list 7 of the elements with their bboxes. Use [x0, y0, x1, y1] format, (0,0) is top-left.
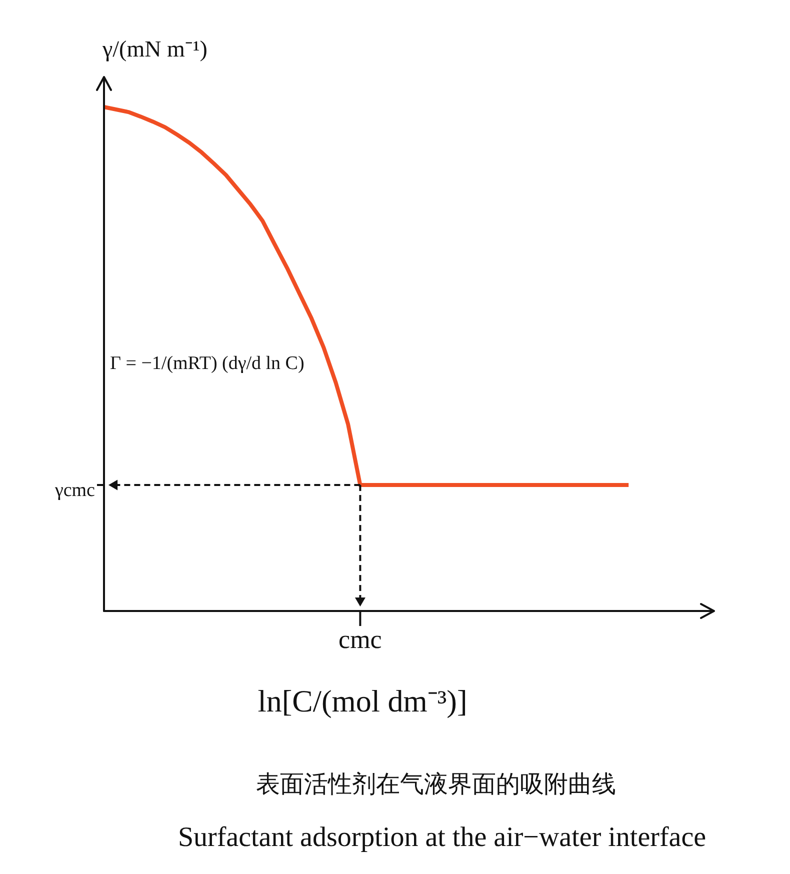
annotation: Γ = −1/(mRT) (dγ/d ln C) — [110, 353, 304, 374]
text: 表面活性剂在气液界面的吸附曲线 — [256, 771, 616, 798]
y-axis-title: γ/(mN m⁻¹) — [102, 36, 208, 62]
text: Surfactant adsorption at the air−water interface — [178, 822, 706, 853]
text: cmc — [338, 625, 382, 654]
x-axis-title: ln[C/(mol dm⁻³)] — [258, 684, 468, 718]
text: γcmc — [54, 480, 95, 501]
